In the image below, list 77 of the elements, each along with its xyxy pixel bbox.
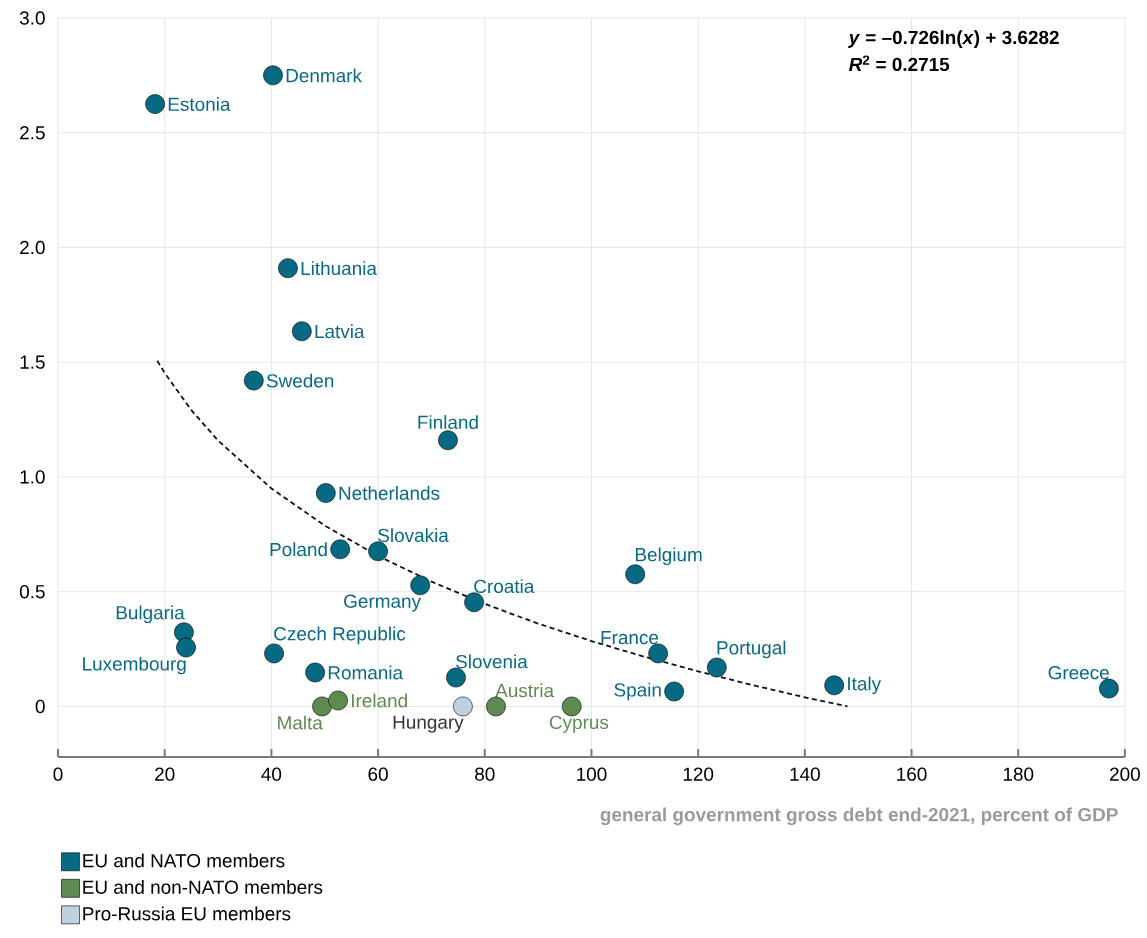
point xyxy=(1099,678,1119,699)
x-tick-label: 180 xyxy=(1003,767,1034,781)
annotation: y = –0.726ln(x) + 3.6282 xyxy=(847,30,1059,48)
annotation: Finland xyxy=(418,415,478,430)
y-tick-label: 0.5 xyxy=(19,585,45,599)
x-tick-label: 20 xyxy=(155,767,175,781)
x-tick-label: 200 xyxy=(1110,767,1140,781)
annotation: Lithuania xyxy=(301,261,377,276)
point xyxy=(438,430,458,451)
annotation: Italy xyxy=(848,676,882,695)
point xyxy=(291,321,312,342)
point xyxy=(824,675,844,696)
point xyxy=(316,483,336,503)
x-tick-label: 120 xyxy=(683,767,714,781)
annotation: Luxembourg xyxy=(83,656,186,675)
y-tick-label: 1.0 xyxy=(20,470,45,484)
annotation: Czech Republic xyxy=(274,626,406,645)
x-tick-label: 100 xyxy=(577,767,607,781)
annotation: France xyxy=(601,631,659,645)
y-tick-label: 2.5 xyxy=(20,126,45,140)
annotation: Germany xyxy=(344,594,421,612)
annotation: Bulgaria xyxy=(116,605,185,624)
annotation: Denmark xyxy=(286,68,362,83)
annotation: Hungary xyxy=(393,715,464,733)
annotation: Poland xyxy=(270,542,327,557)
x-tick-label: 80 xyxy=(475,767,495,781)
annotation: Sweden xyxy=(266,373,334,388)
x-tick-label: 0 xyxy=(53,767,63,781)
point xyxy=(264,643,284,664)
point xyxy=(625,564,645,585)
point xyxy=(278,258,298,278)
point xyxy=(707,657,727,678)
y-tick-label: 1.5 xyxy=(20,355,45,369)
x-tick-label: 60 xyxy=(368,767,388,781)
x-tick-label: 40 xyxy=(261,767,282,781)
point xyxy=(330,539,350,560)
point xyxy=(145,94,165,114)
annotation: Ireland xyxy=(352,693,407,708)
annotation: Latvia xyxy=(315,324,365,339)
x-tick-label: 160 xyxy=(897,767,927,781)
point xyxy=(486,696,506,717)
point xyxy=(312,696,332,717)
annotation: Portugal xyxy=(717,640,786,659)
point xyxy=(446,667,466,688)
annotation: Greece xyxy=(1048,665,1109,680)
legend-label: Pro-Russia EU members xyxy=(83,906,291,921)
point xyxy=(368,541,388,562)
point xyxy=(453,696,473,717)
annotation: Belgium xyxy=(635,547,702,566)
y-tick-label: 0 xyxy=(35,699,45,714)
legend-label: EU and NATO members xyxy=(83,853,285,868)
annotation: Netherlands xyxy=(339,486,440,501)
y-tick-label: 2.0 xyxy=(20,240,45,255)
point xyxy=(410,575,431,596)
annotation: Austria xyxy=(495,683,555,698)
point xyxy=(561,696,582,717)
annotation: Slovenia xyxy=(456,654,528,669)
point xyxy=(305,662,325,683)
point xyxy=(464,592,484,613)
annotation: Spain xyxy=(614,682,661,701)
x-axis-title: general government gross debt end-2021, percent of GDP xyxy=(600,807,1118,826)
annotation: Slovakia xyxy=(378,528,449,543)
point xyxy=(648,643,668,664)
point xyxy=(328,690,348,711)
x-tick-label: 140 xyxy=(790,767,820,781)
point xyxy=(176,637,196,658)
annotation: Malta xyxy=(278,715,323,730)
annotation: Romania xyxy=(328,665,404,680)
point xyxy=(243,370,264,391)
annotation: Cyprus xyxy=(549,715,609,733)
annotation: Croatia xyxy=(474,579,535,594)
annotation: R$^{2}$ = 0.2715 xyxy=(849,55,950,72)
legend-label: EU and non-NATO members xyxy=(83,880,323,894)
point xyxy=(664,681,684,702)
annotation: Estonia xyxy=(168,97,231,112)
point xyxy=(263,65,283,86)
y-tick-label: 3.0 xyxy=(19,11,45,25)
